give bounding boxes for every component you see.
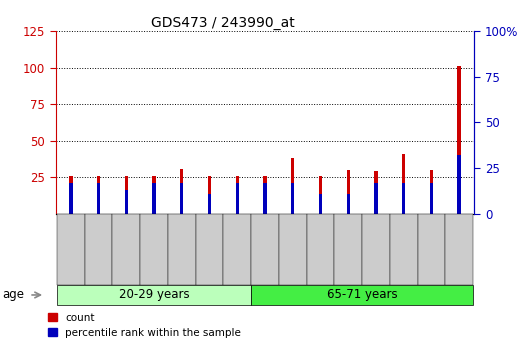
Bar — [125, 190, 128, 214]
Bar — [69, 183, 73, 214]
Bar — [374, 183, 377, 214]
Bar — [291, 183, 294, 214]
Text: 65-71 years: 65-71 years — [326, 288, 398, 302]
Bar — [457, 66, 461, 214]
Text: 20-29 years: 20-29 years — [119, 288, 189, 302]
Bar — [319, 176, 322, 214]
Bar — [208, 194, 211, 214]
Bar — [236, 183, 239, 214]
Bar — [180, 169, 183, 214]
Bar — [153, 183, 156, 214]
Bar — [347, 194, 350, 214]
Bar — [430, 170, 433, 214]
Text: GDS473 / 243990_at: GDS473 / 243990_at — [151, 16, 295, 30]
Bar — [319, 194, 322, 214]
Bar — [97, 183, 100, 214]
Bar — [97, 176, 100, 214]
Bar — [430, 183, 433, 214]
Bar — [125, 176, 128, 214]
Bar — [153, 176, 156, 214]
Bar — [208, 176, 211, 214]
Bar — [402, 183, 405, 214]
Bar — [263, 176, 267, 214]
Text: age: age — [3, 288, 25, 302]
Bar — [180, 183, 183, 214]
Bar — [347, 170, 350, 214]
Bar — [291, 158, 294, 214]
Legend: count, percentile rank within the sample: count, percentile rank within the sample — [48, 313, 241, 338]
Bar — [69, 176, 73, 214]
Bar — [263, 183, 267, 214]
Bar — [402, 154, 405, 214]
Bar — [457, 155, 461, 214]
Bar — [236, 176, 239, 214]
Bar — [374, 171, 377, 214]
